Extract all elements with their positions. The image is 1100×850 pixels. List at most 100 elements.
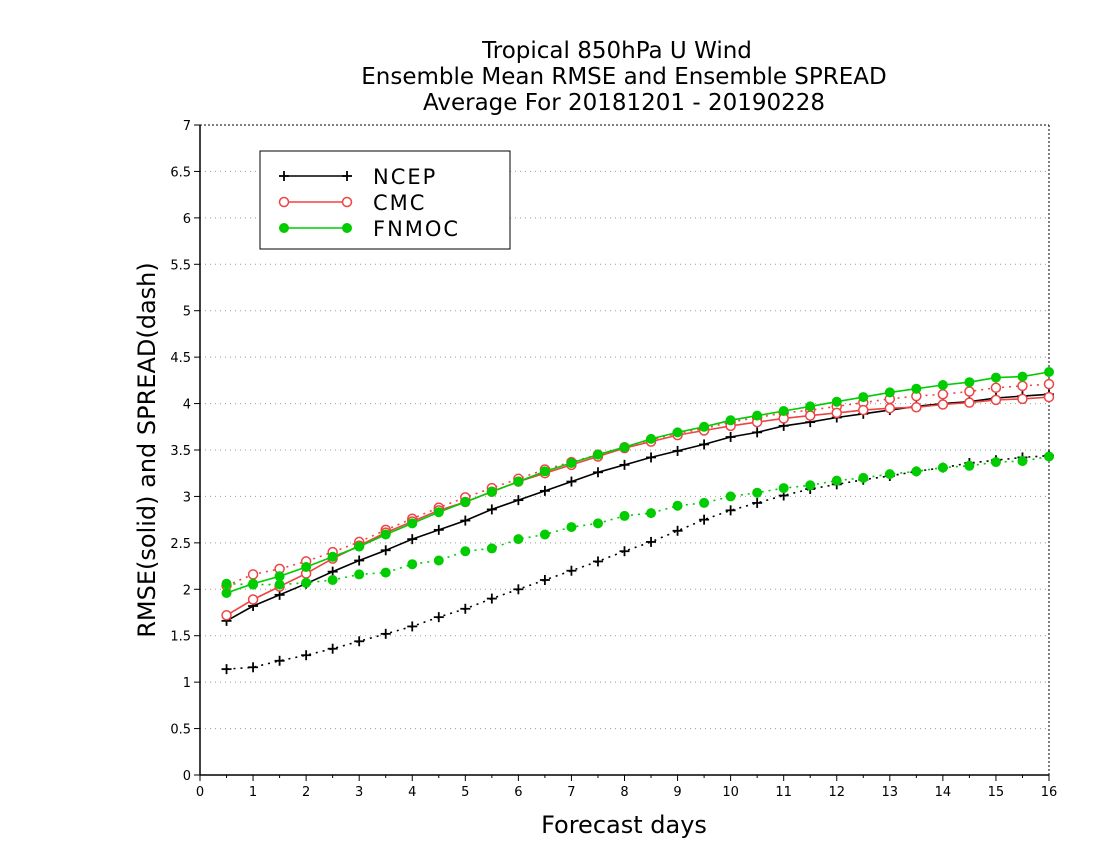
fnmoc-rmse-point-6 <box>380 529 391 540</box>
legend-marker-right-ncep <box>342 171 352 181</box>
x-tick-label-13: 13 <box>882 785 899 800</box>
cmc-rmse-point-1 <box>247 594 259 605</box>
ncep-rmse-point-15 <box>619 459 630 470</box>
fnmoc-spread-point-26 <box>911 466 922 477</box>
fnmoc-rmse-point-0 <box>221 588 232 598</box>
fnmoc-rmse-point-16 <box>646 433 657 444</box>
fnmoc-spread-point-14 <box>592 518 603 529</box>
ncep-spread-point-20 <box>752 497 763 508</box>
fnmoc-spread-point-6 <box>380 567 391 578</box>
y-tick-label-7: 3.5 <box>170 444 191 459</box>
cmc-rmse-point-22 <box>804 410 816 421</box>
fnmoc-rmse-point-23 <box>831 396 842 407</box>
ncep-spread-point-15 <box>619 546 630 557</box>
cmc-rmse-point-26 <box>911 402 922 413</box>
fnmoc-spread-point-9 <box>460 546 471 557</box>
ncep-spread-point-3 <box>301 650 312 661</box>
chart-title-line-1: Tropical 850hPa U Wind <box>481 38 752 64</box>
y-tick-label-10: 5 <box>183 305 191 320</box>
x-tick-label-2: 2 <box>302 785 310 800</box>
fnmoc-spread-point-15 <box>619 510 630 521</box>
fnmoc-rmse-point-2 <box>274 571 285 582</box>
legend-label-cmc: CMC <box>373 191 426 215</box>
fnmoc-rmse-point-4 <box>327 551 338 562</box>
ncep-rmse-point-18 <box>699 439 710 450</box>
y-tick-label-14: 7 <box>183 119 191 134</box>
ncep-rmse-point-12 <box>539 485 550 496</box>
fnmoc-rmse-point-22 <box>805 401 816 412</box>
chart-title-line-3: Average For 20181201 - 20190228 <box>423 90 825 116</box>
y-tick-label-11: 5.5 <box>170 258 191 273</box>
x-tick-label-8: 8 <box>620 785 628 800</box>
fnmoc-rmse-point-24 <box>858 392 869 403</box>
cmc-rmse-line <box>226 396 1050 616</box>
ncep-spread-point-2 <box>274 655 285 666</box>
fnmoc-spread-point-3 <box>301 577 312 588</box>
fnmoc-rmse-point-5 <box>354 541 365 552</box>
legend-marker-left-fnmoc <box>279 223 289 233</box>
fnmoc-rmse-point-12 <box>539 466 550 477</box>
legend-label-fnmoc: FNMOC <box>373 217 460 241</box>
y-axis-label: RMSE(solid) and SPREAD(dash) <box>133 262 161 638</box>
fnmoc-rmse-point-27 <box>937 380 948 390</box>
fnmoc-spread-point-13 <box>566 522 577 533</box>
cmc-spread-line <box>226 383 1050 587</box>
fnmoc-rmse-point-20 <box>752 410 763 421</box>
chart-title-line-2: Ensemble Mean RMSE and Ensemble SPREAD <box>361 64 886 90</box>
cmc-spread-point-29 <box>990 382 1002 394</box>
x-tick-label-0: 0 <box>196 785 204 800</box>
y-tick-label-9: 4.5 <box>170 351 191 366</box>
fnmoc-spread-point-21 <box>778 483 789 494</box>
fnmoc-spread-point-8 <box>433 555 444 566</box>
fnmoc-rmse-point-15 <box>619 442 630 453</box>
ncep-rmse-point-5 <box>354 555 365 566</box>
ncep-rmse-point-8 <box>433 524 444 535</box>
fnmoc-spread-point-19 <box>725 491 736 502</box>
fnmoc-spread-point-29 <box>990 457 1001 468</box>
fnmoc-spread-point-22 <box>805 480 816 491</box>
ncep-spread-point-14 <box>592 556 603 567</box>
cmc-spread-point-30 <box>1017 380 1028 392</box>
ncep-spread-point-17 <box>672 525 683 536</box>
y-tick-label-6: 3 <box>183 490 191 505</box>
y-tick-label-13: 6.5 <box>170 165 191 180</box>
ncep-spread-point-4 <box>327 643 338 654</box>
ncep-rmse-point-14 <box>592 467 603 478</box>
cmc-rmse-point-30 <box>1017 393 1028 405</box>
fnmoc-rmse-point-10 <box>486 486 497 497</box>
ncep-rmse-point-16 <box>646 452 657 463</box>
fnmoc-rmse-point-30 <box>1017 371 1028 382</box>
x-tick-label-10: 10 <box>722 785 739 800</box>
ncep-rmse-point-4 <box>327 566 338 577</box>
cmc-spread-point-27 <box>937 389 949 400</box>
ncep-rmse-point-20 <box>752 427 763 438</box>
fnmoc-rmse-point-25 <box>884 387 895 398</box>
fnmoc-rmse-point-8 <box>433 507 444 518</box>
fnmoc-spread-point-27 <box>937 462 948 473</box>
fnmoc-spread-point-31 <box>1044 451 1054 462</box>
fnmoc-spread-point-20 <box>752 487 763 498</box>
y-tick-label-0: 0 <box>183 769 191 784</box>
ncep-spread-point-7 <box>407 621 418 632</box>
fnmoc-rmse-point-18 <box>699 421 710 432</box>
fnmoc-rmse-point-14 <box>592 449 603 460</box>
cmc-rmse-point-28 <box>964 397 975 408</box>
x-axis-label: Forecast days <box>541 811 707 839</box>
cmc-rmse-point-29 <box>990 394 1002 406</box>
legend-marker-right-cmc <box>341 196 353 208</box>
ncep-spread-point-12 <box>539 575 550 585</box>
legend-box <box>259 150 511 250</box>
x-tick-label-6: 6 <box>514 785 522 800</box>
x-tick-label-9: 9 <box>673 785 681 800</box>
legend-marker-left-ncep <box>279 171 289 181</box>
y-tick-label-5: 2.5 <box>170 537 191 552</box>
y-tick-label-4: 2 <box>183 583 191 598</box>
legend-marker-left-cmc <box>278 196 290 208</box>
ncep-rmse-point-10 <box>486 504 497 515</box>
ncep-rmse-point-7 <box>407 534 418 545</box>
y-tick-label-8: 4 <box>183 398 191 413</box>
fnmoc-spread-point-5 <box>354 569 365 580</box>
fnmoc-spread-point-0 <box>221 578 232 589</box>
fnmoc-rmse-point-11 <box>513 476 524 487</box>
fnmoc-rmse-point-19 <box>725 415 736 426</box>
